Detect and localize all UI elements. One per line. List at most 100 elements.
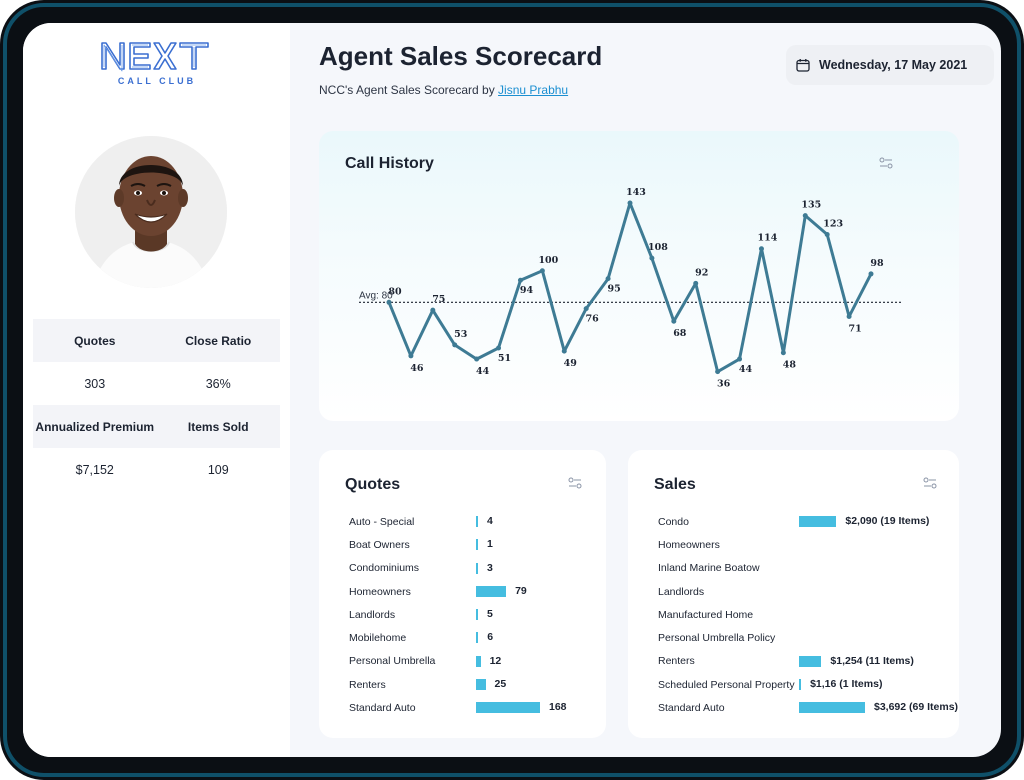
quotes-bar[interactable]: [476, 539, 478, 551]
call-history-data-label: 49: [564, 358, 578, 369]
sales-bar-value: $2,090 (19 Items): [845, 515, 930, 527]
sliders-icon[interactable]: [923, 477, 937, 489]
call-history-point[interactable]: [430, 307, 436, 313]
call-history-data-label: 135: [801, 200, 821, 211]
call-history-data-label: 143: [626, 187, 646, 198]
quotes-bar-value: 5: [487, 608, 493, 621]
stats-value-row: $7,152 109: [33, 448, 280, 491]
call-history-point[interactable]: [386, 299, 392, 305]
quotes-category-label: Boat Owners: [349, 538, 410, 551]
call-history-point[interactable]: [715, 369, 721, 375]
calendar-icon: [796, 59, 810, 72]
sales-bar[interactable]: [799, 679, 802, 691]
call-history-title: Call History: [345, 155, 434, 172]
sales-bar-value: $1,16 (1 Items): [810, 678, 883, 691]
quotes-row: Homeowners 79: [349, 580, 527, 603]
quotes-bar-value: 79: [515, 584, 527, 597]
call-history-point[interactable]: [737, 356, 743, 362]
author-link[interactable]: Jisnu Prabhu: [498, 83, 569, 97]
page-title: Agent Sales Scorecard: [319, 41, 603, 71]
sliders-icon[interactable]: [568, 477, 582, 489]
call-history-point[interactable]: [802, 213, 808, 219]
call-history-data-label: 44: [739, 364, 753, 375]
sales-row: Personal Umbrella Policy: [658, 626, 795, 649]
call-history-point[interactable]: [496, 345, 502, 351]
quotes-category-label: Renters: [349, 678, 386, 691]
call-history-data-label: 76: [586, 314, 600, 325]
quotes-category-label: Standard Auto: [349, 702, 416, 715]
call-history-data-label: 53: [454, 329, 467, 340]
quotes-row: Condominiums 3: [349, 557, 493, 580]
sales-row: Manufactured Home: [658, 603, 795, 626]
average-label: Avg: 80: [359, 290, 393, 301]
dashboard-screen: CALL CLUB: [23, 23, 1001, 757]
premium-label: Annualized Premium: [35, 419, 155, 434]
call-history-point[interactable]: [561, 348, 567, 354]
close-ratio-value: 36%: [205, 376, 231, 391]
quotes-bar[interactable]: [476, 516, 478, 527]
quotes-bar[interactable]: [476, 632, 479, 644]
quotes-bar[interactable]: [476, 655, 481, 667]
quotes-row: Standard Auto 168: [349, 696, 567, 719]
sales-row: Standard Auto $3,692 (69 Items): [658, 696, 958, 719]
date-display[interactable]: Wednesday, 17 May 2021: [786, 45, 994, 85]
call-history-point[interactable]: [605, 276, 611, 282]
call-history-point[interactable]: [649, 255, 655, 261]
sales-row: Homeowners: [658, 533, 795, 556]
call-history-point[interactable]: [758, 246, 764, 252]
call-history-point[interactable]: [539, 268, 545, 274]
quotes-row: Landlords 5: [349, 603, 493, 626]
call-history-point[interactable]: [780, 350, 786, 356]
quotes-bar[interactable]: [476, 609, 478, 621]
quotes-category-label: Mobilehome: [349, 632, 407, 645]
call-history-point[interactable]: [583, 306, 589, 312]
premium-value: $7,152: [75, 462, 114, 477]
quotes-category-label: Personal Umbrella: [349, 655, 436, 668]
agent-avatar: [75, 136, 227, 288]
sales-bar[interactable]: [799, 702, 865, 714]
call-history-point[interactable]: [824, 232, 830, 238]
quotes-row: Boat Owners 1: [349, 533, 493, 556]
sales-category-label: Manufactured Home: [658, 608, 754, 621]
stats-header-row: Annualized Premium Items Sold: [33, 405, 280, 448]
call-history-data-label: 46: [410, 363, 424, 374]
sliders-icon[interactable]: [879, 157, 893, 169]
call-history-point[interactable]: [452, 342, 458, 348]
sales-category-label: Landlords: [658, 585, 705, 598]
sales-row: Condo $2,090 (19 Items): [658, 510, 929, 533]
call-history-data-label: 108: [648, 242, 668, 253]
call-history-point[interactable]: [868, 271, 874, 277]
quotes-row: Auto - Special 4: [349, 510, 493, 533]
call-history-point[interactable]: [671, 318, 677, 324]
sales-category-label: Scheduled Personal Property: [658, 678, 795, 691]
logo-subtitle: CALL CLUB: [117, 76, 197, 86]
call-history-data-label: 68: [673, 328, 687, 339]
call-history-point[interactable]: [627, 200, 633, 206]
next-logo-icon: [101, 42, 209, 72]
sales-category-label: Standard Auto: [658, 702, 725, 715]
sales-category-label: Condo: [658, 515, 689, 528]
date-text: Wednesday, 17 May 2021: [819, 58, 968, 72]
sales-bar[interactable]: [799, 655, 822, 667]
page-subtitle: NCC's Agent Sales Scorecard by Jisnu Pra…: [319, 83, 568, 97]
call-history-data-label: 94: [520, 285, 534, 296]
quotes-category-label: Condominiums: [349, 562, 420, 575]
quotes-row: Mobilehome 6: [349, 626, 493, 649]
call-history-data-label: 123: [823, 219, 843, 230]
call-history-point[interactable]: [517, 277, 523, 283]
quotes-bar[interactable]: [476, 702, 540, 714]
sales-row: Renters $1,254 (11 Items): [658, 650, 914, 673]
sales-category-label: Personal Umbrella Policy: [658, 632, 776, 645]
quotes-bar[interactable]: [476, 562, 478, 574]
call-history-point[interactable]: [408, 353, 414, 359]
call-history-point[interactable]: [846, 313, 852, 319]
call-history-point[interactable]: [474, 356, 480, 362]
quotes-bar[interactable]: [476, 585, 507, 597]
quotes-bar-value: 6: [487, 631, 494, 644]
quotes-bar-value: 168: [549, 701, 567, 714]
quotes-category-label: Landlords: [349, 608, 396, 621]
call-history-point[interactable]: [693, 280, 699, 286]
sales-bar[interactable]: [799, 516, 837, 527]
brand-logo: CALL CLUB: [98, 39, 216, 91]
quotes-bar[interactable]: [476, 679, 486, 691]
